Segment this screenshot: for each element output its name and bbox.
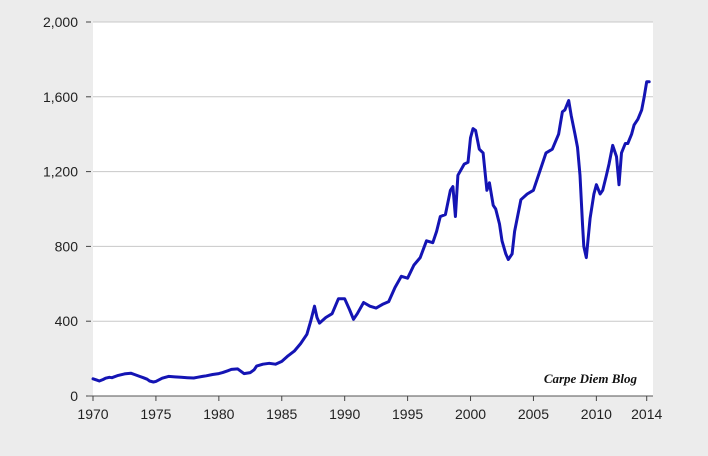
watermark-text: Carpe Diem Blog	[544, 371, 638, 386]
x-tick-label: 1990	[329, 406, 360, 422]
x-tick-label: 1980	[203, 406, 234, 422]
y-tick-label: 0	[70, 388, 78, 404]
series-line-0	[91, 80, 651, 384]
x-tick-label: 1970	[77, 406, 108, 422]
y-tick-label: 400	[55, 313, 79, 329]
y-tick-label: 1,600	[43, 89, 78, 105]
x-tick-label: 1975	[140, 406, 171, 422]
x-tick-label: 2000	[455, 406, 486, 422]
y-tick-label: 1,200	[43, 164, 78, 180]
y-axis-tick-labels: 0 400 800 1,200 1,600 2,000	[43, 14, 78, 404]
x-tick-label: 2010	[581, 406, 612, 422]
x-tick-label: 2014	[631, 406, 662, 422]
series-lines	[91, 80, 651, 384]
y-tick-label: 2,000	[43, 14, 78, 30]
x-tick-label: 1995	[392, 406, 423, 422]
plot-area	[93, 22, 653, 396]
x-tick-label: 1985	[266, 406, 297, 422]
x-axis-tick-labels: 1970 1975 1980 1985 1990 1995 2000 2005 2010 2014	[77, 406, 662, 422]
axis-ticks	[86, 21, 653, 401]
y-tick-label: 800	[55, 238, 79, 254]
x-tick-label: 2005	[518, 406, 549, 422]
gridlines	[93, 21, 653, 322]
